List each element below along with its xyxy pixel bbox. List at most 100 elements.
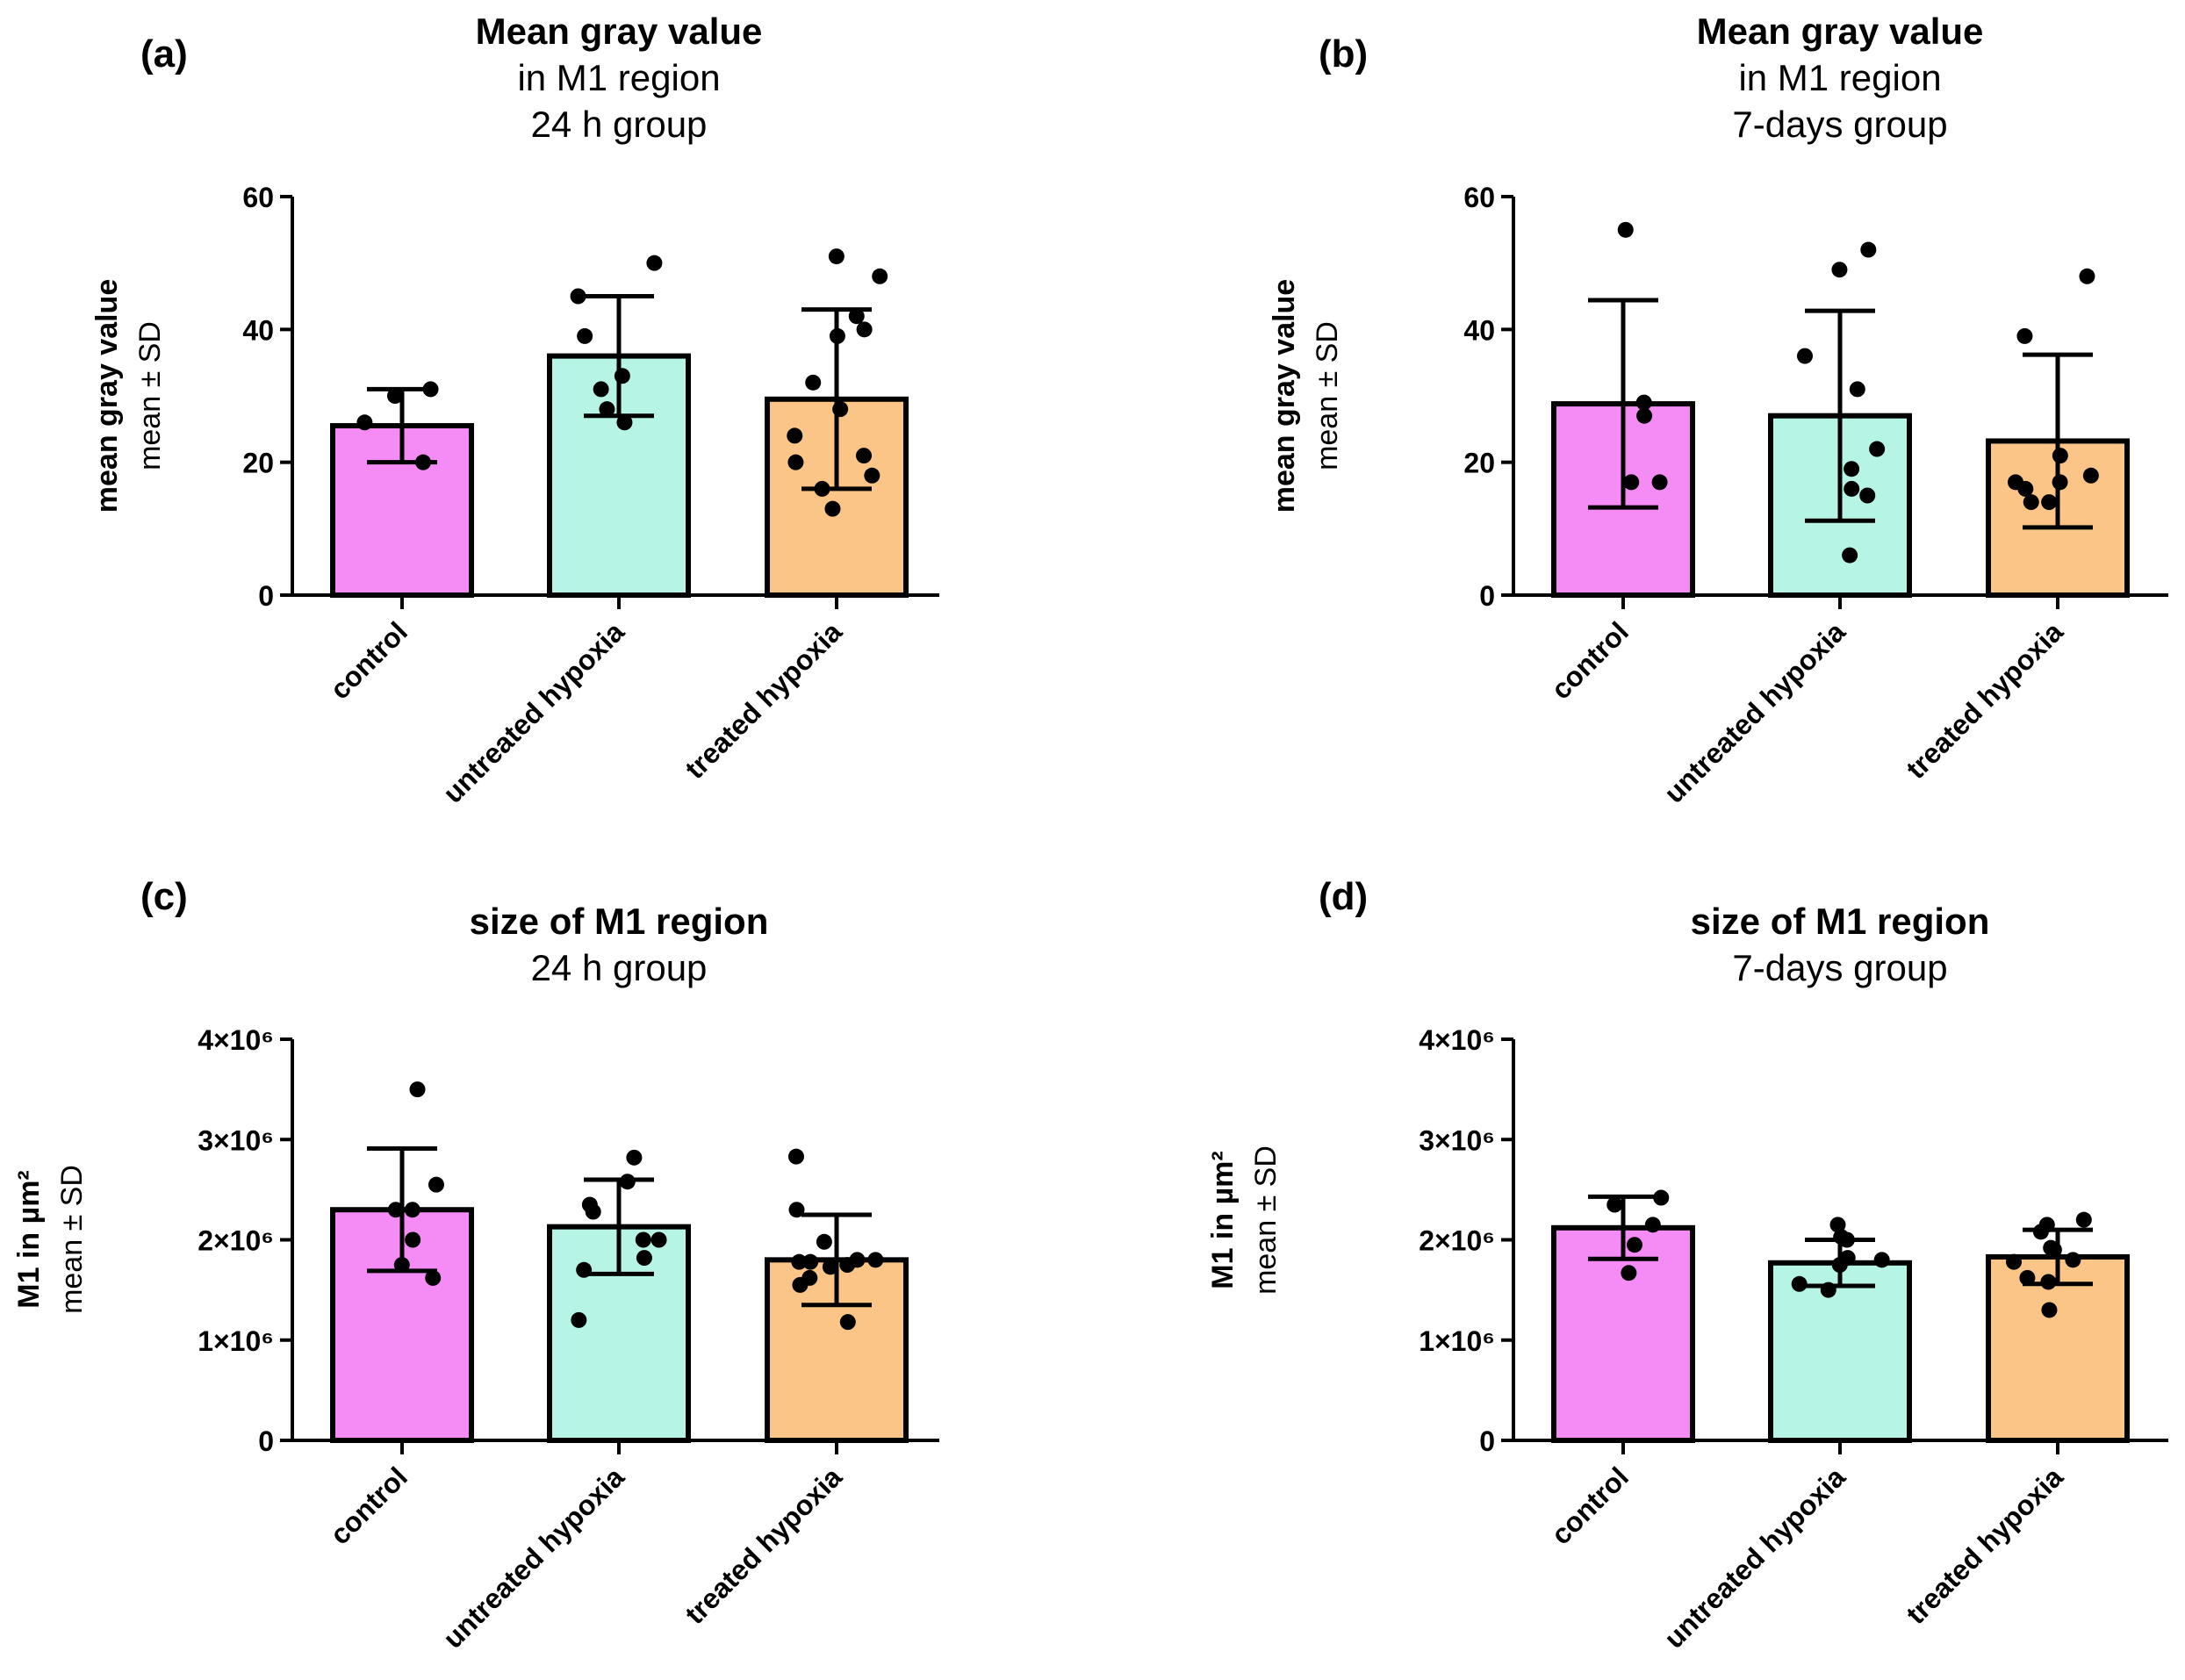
data-point-untreated-hypoxia [1791,1275,1808,1292]
data-point-control [1635,394,1652,411]
x-tick-label-treated-hypoxia: treated hypoxia [679,615,848,785]
data-point-untreated-hypoxia [1829,1217,1846,1233]
y-tick-label: 40 [242,314,274,346]
panel-label: (d) [1319,875,1368,918]
data-point-untreated-hypoxia [1859,487,1876,504]
data-point-untreated-hypoxia [1873,1252,1890,1268]
data-point-untreated-hypoxia [616,414,633,431]
data-point-treated-hypoxia [816,1233,832,1250]
y-axis-title: mean gray value [90,279,124,513]
y-tick-label: 2×10⁶ [1419,1225,1495,1257]
data-point-treated-hypoxia [805,374,822,391]
y-tick-label: 4×10⁶ [1419,1024,1495,1056]
data-point-treated-hypoxia [2082,467,2099,484]
data-point-untreated-hypoxia [581,1196,598,1213]
data-point-untreated-hypoxia [599,401,615,418]
data-point-untreated-hypoxia [626,1149,643,1166]
data-point-treated-hypoxia [832,401,849,418]
data-point-treated-hypoxia [829,327,845,344]
data-point-treated-hypoxia [856,321,873,338]
panel-a-24h-gray-value: (a) Mean gray value in M1 region 24 h group… [90,11,939,809]
y-axis-title: M1 in µm² [1206,1151,1240,1289]
data-point-treated-hypoxia [2075,1211,2092,1228]
data-point-treated-hypoxia [822,1259,838,1275]
data-point-untreated-hypoxia [635,1231,651,1248]
x-tick-label-treated-hypoxia: treated hypoxia [1900,1461,2069,1630]
data-point-treated-hypoxia [824,500,841,517]
data-point-control [415,454,432,470]
x-tick-label-control: control [324,1461,413,1550]
x-tick-label-untreated-hypoxia: untreated hypoxia [1658,1461,1851,1654]
chart-title: Mean gray value [1697,11,1984,52]
data-point-control [1617,221,1634,238]
y-tick-label: 40 [1463,314,1495,346]
data-point-control [409,1081,426,1098]
data-point-treated-hypoxia [2007,474,2023,491]
y-tick-label: 0 [258,1425,274,1457]
x-tick-label-treated-hypoxia: treated hypoxia [1900,615,2069,785]
data-point-untreated-hypoxia [570,288,586,305]
data-point-untreated-hypoxia [576,1261,593,1278]
data-point-treated-hypoxia [788,1202,805,1218]
data-point-treated-hypoxia [2079,268,2095,284]
data-point-treated-hypoxia [2040,1274,2057,1290]
data-point-control [386,388,403,404]
y-tick-label: 0 [258,580,274,612]
data-point-treated-hypoxia [814,480,830,497]
data-point-untreated-hypoxia [1796,348,1813,364]
data-point-treated-hypoxia [801,1269,818,1286]
data-point-control [1623,474,1640,491]
chart-title: size of M1 region [470,901,769,942]
data-point-untreated-hypoxia [646,255,663,271]
data-point-untreated-hypoxia [614,368,630,384]
data-point-treated-hypoxia [2052,448,2068,464]
y-tick-label: 60 [242,182,274,213]
x-tick-label-control: control [1545,1461,1635,1550]
data-point-untreated-hypoxia [577,327,593,344]
y-axis-subtitle: mean ± SD [133,321,167,470]
x-tick-label-control: control [324,615,413,705]
data-point-treated-hypoxia [872,268,888,284]
data-point-untreated-hypoxia [1839,1250,1856,1267]
data-point-control [1606,1196,1623,1213]
y-axis-title: mean gray value [1268,279,1301,513]
x-tick-label-treated-hypoxia: treated hypoxia [679,1461,848,1630]
data-point-control [422,381,439,398]
data-point-treated-hypoxia [864,467,880,484]
y-axis-subtitle: mean ± SD [1249,1145,1283,1295]
data-point-treated-hypoxia [2065,1252,2081,1268]
data-point-treated-hypoxia [856,448,873,464]
data-point-treated-hypoxia [787,1148,804,1165]
data-point-treated-hypoxia [2043,1239,2059,1256]
data-point-treated-hypoxia [2023,494,2039,511]
x-tick-label-untreated-hypoxia: untreated hypoxia [437,615,630,808]
data-point-control [1644,1217,1661,1233]
data-point-untreated-hypoxia [1820,1282,1836,1298]
data-point-treated-hypoxia [828,248,845,265]
y-tick-label: 4×10⁶ [198,1024,274,1056]
x-tick-label-control: control [1545,615,1635,705]
chart-title: Mean gray value [476,11,763,52]
y-tick-label: 3×10⁶ [198,1124,274,1156]
data-point-control [428,1176,444,1193]
data-point-untreated-hypoxia [1844,461,1860,477]
data-point-treated-hypoxia [2041,494,2058,511]
data-point-control [425,1269,442,1286]
data-point-untreated-hypoxia [1869,441,1886,457]
chart-title: size of M1 region [1691,901,1990,942]
data-point-untreated-hypoxia [1842,547,1858,564]
x-tick-label-untreated-hypoxia: untreated hypoxia [1658,615,1851,808]
data-point-treated-hypoxia [787,427,803,444]
y-tick-label: 20 [1463,448,1495,479]
y-axis-subtitle: mean ± SD [55,1165,89,1314]
data-point-treated-hypoxia [2038,1217,2055,1233]
y-tick-label: 60 [1463,182,1495,213]
data-point-untreated-hypoxia [1833,1229,1850,1246]
data-point-untreated-hypoxia [571,1311,587,1328]
data-point-control [356,414,373,431]
data-point-treated-hypoxia [791,1253,808,1270]
y-tick-label: 0 [1479,1425,1495,1457]
data-point-treated-hypoxia [848,308,865,325]
data-point-treated-hypoxia [2006,1253,2023,1270]
x-tick-label-untreated-hypoxia: untreated hypoxia [437,1461,630,1654]
